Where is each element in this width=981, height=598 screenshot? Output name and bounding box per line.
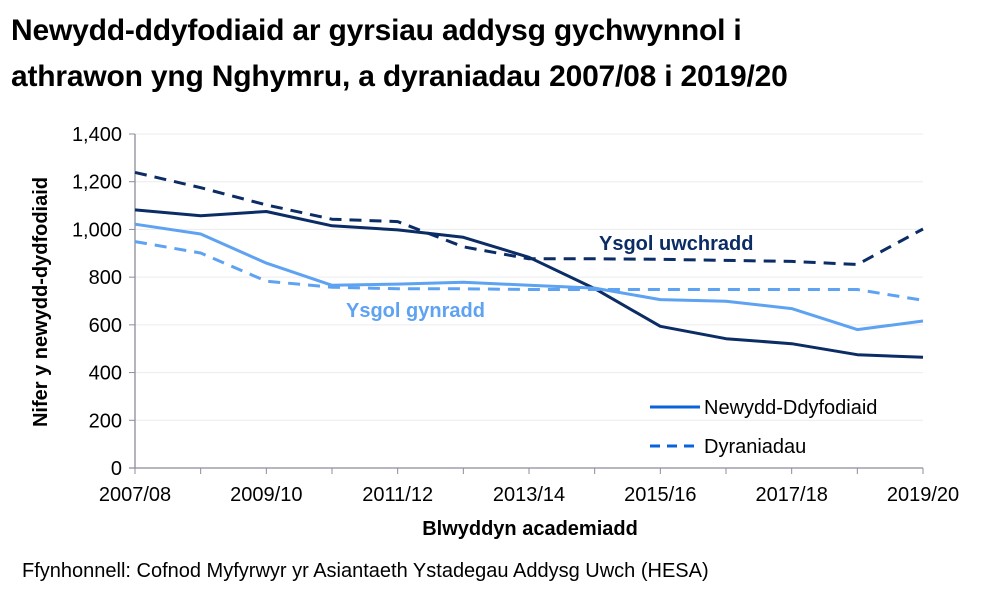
y-tick-label: 600 xyxy=(89,315,122,337)
plot-area xyxy=(134,170,924,359)
y-tick-label: 1,200 xyxy=(72,172,122,194)
y-tick-label: 1,000 xyxy=(72,219,122,241)
x-axis-title: Blwyddyn academiadd xyxy=(422,518,638,540)
legend-item-dashed[interactable]: Dyraniadau xyxy=(650,436,806,458)
solid-series-line xyxy=(134,222,924,332)
y-tick-label: 1,400 xyxy=(72,124,122,146)
legend-label-solid: Newydd-Ddyfodiaid xyxy=(704,397,877,419)
x-tick-label: 2009/10 xyxy=(230,484,302,506)
y-axis-title: Nifer y newydd-dydfodiaid xyxy=(30,177,52,427)
x-tick-label: 2019/20 xyxy=(887,484,959,506)
legend-item-solid[interactable]: Newydd-Ddyfodiaid xyxy=(650,397,877,419)
chart-title-line-2: athrawon yng Nghymru, a dyraniadau 2007/… xyxy=(11,60,788,93)
y-tick-label: 400 xyxy=(89,363,122,385)
dashed-series-line xyxy=(134,240,924,302)
annotation-primary-school: Ysgol gynradd xyxy=(346,300,485,322)
legend-label-dashed: Dyraniadau xyxy=(704,436,806,458)
x-tick-label: 2015/16 xyxy=(624,484,696,506)
chart-title: Newydd-ddyfodiaid ar gyrsiau addysg gych… xyxy=(11,8,971,100)
solid-series-line xyxy=(134,208,924,359)
x-tick-label: 2011/12 xyxy=(362,484,433,506)
legend: Newydd-Ddyfodiaid Dyraniadau xyxy=(650,397,877,458)
y-tick-label: 200 xyxy=(89,410,122,432)
chart-title-line-1: Newydd-ddyfodiaid ar gyrsiau addysg gych… xyxy=(11,14,742,47)
y-tick-label: 0 xyxy=(111,458,122,480)
annotation-secondary-school: Ysgol uwchradd xyxy=(599,233,753,255)
gridlines xyxy=(135,133,923,421)
x-axis: 2007/08 2009/10 2011/12 2013/14 2015/16 2017/… xyxy=(99,467,959,506)
x-tick-label: 2017/18 xyxy=(756,484,828,506)
y-tick-label: 800 xyxy=(89,267,122,289)
y-axis: 0 200 400 600 800 1,000 1,200 1,400 xyxy=(72,124,136,480)
source-note: Ffynhonnell: Cofnod Myfyrwyr yr Asiantae… xyxy=(22,560,709,582)
x-tick-label: 2007/08 xyxy=(99,484,171,506)
dashed-series-line xyxy=(134,170,924,266)
x-tick-label: 2013/14 xyxy=(493,484,565,506)
